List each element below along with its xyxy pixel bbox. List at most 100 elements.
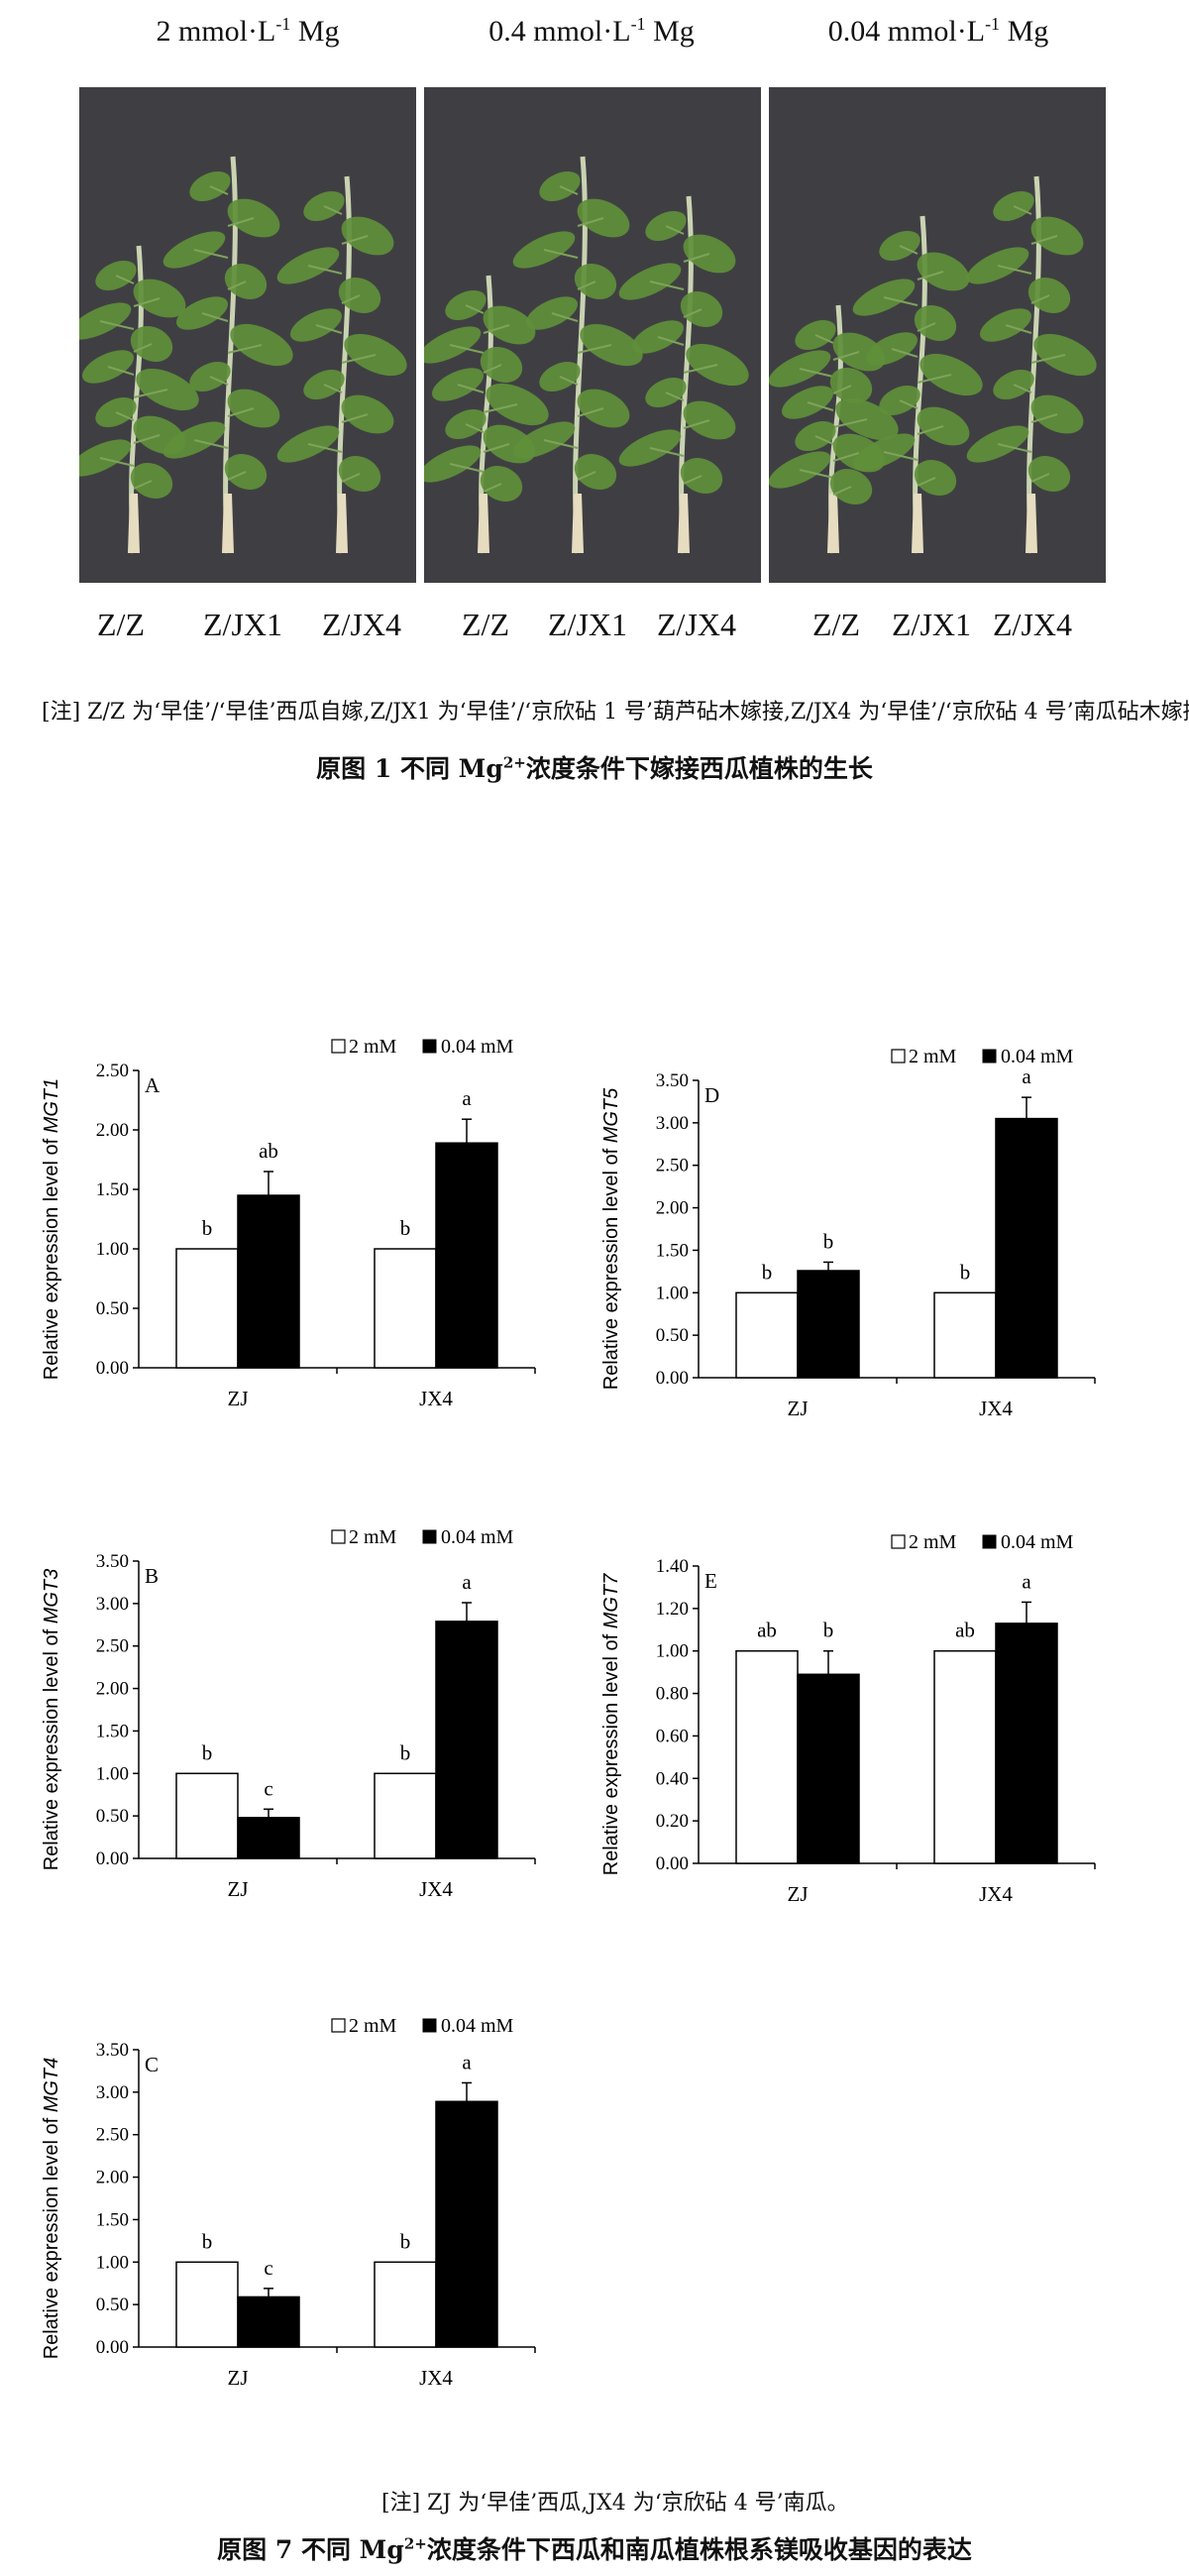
grafted-plant [966,175,1097,554]
y-tick-label: 3.00 [96,1594,129,1615]
grafted-plant [512,156,643,554]
legend-swatch [331,1039,346,1054]
y-tick-label: 0.50 [96,1806,129,1827]
panel-letter: E [704,1569,717,1593]
significance-letter: b [823,1229,834,1253]
plant-label: Z/JX1 [203,607,282,642]
bar-chart-mgt7: Relative expression level of MGT7 0.00 0.2… [599,1526,1135,1962]
bar-chart-mgt5: Relative expression level of MGT5 0.00 0.5… [599,1041,1135,1477]
panel-letter: C [145,2053,159,2076]
legend: 2 mM 0.04 mM [331,1036,514,1058]
significance-letter: b [823,1619,834,1642]
category-label: JX4 [419,2366,453,2390]
legend-swatch [422,2018,437,2033]
legend-swatch [982,1534,997,1549]
y-tick-label: 0.80 [656,1684,689,1705]
column-label-2mm: 2 mmol·L-1 Mg [156,14,340,48]
y-tick-label: 1.40 [656,1556,689,1577]
bar [995,1117,1058,1379]
significance-letter: ab [757,1619,777,1642]
y-tick-label: 1.50 [96,1179,129,1200]
legend-swatch [422,1039,437,1054]
y-tick-label: 0.00 [656,1368,689,1389]
bar [237,2296,300,2348]
bar [237,1194,300,1369]
bar [435,1142,498,1369]
significance-letter: a [462,1570,472,1594]
significance-letter: b [202,1740,213,1764]
category-label: ZJ [788,1882,809,1906]
y-tick-label: 3.50 [96,1551,129,1572]
y-tick-label: 1.00 [96,1239,129,1260]
y-tick-label: 1.00 [656,1641,689,1662]
bar [435,2100,498,2348]
bar [995,1623,1058,1864]
legend-swatch [982,1049,997,1064]
legend-label: 2 mM [349,1036,397,1058]
category-label: ZJ [228,1387,249,1410]
bar [735,1291,799,1379]
y-tick-label: 0.00 [96,1358,129,1379]
bar [933,1649,997,1864]
significance-letter: a [462,1086,472,1110]
significance-letter: b [202,1216,213,1240]
category-label: JX4 [419,1387,453,1410]
significance-letter: b [400,2229,411,2253]
y-tick-label: 0.40 [656,1768,689,1789]
bar [175,1248,239,1369]
category-label: JX4 [979,1397,1013,1420]
panel-letter: B [145,1564,159,1588]
legend-swatch [891,1049,906,1064]
legend-label: 0.04 mM [1001,1046,1074,1067]
legend-label: 2 mM [349,2015,397,2037]
category-label: ZJ [228,2366,249,2390]
legend: 2 mM 0.04 mM [891,1531,1074,1553]
bar [175,2261,239,2348]
plant-label: Z/JX4 [657,607,736,642]
legend-swatch [331,1529,346,1544]
category-label: JX4 [419,1877,453,1901]
significance-letter: b [762,1260,773,1284]
plant-label: Z/JX1 [892,607,971,642]
bar-chart-mgt3: Relative expression level of MGT3 0.00 0.5… [40,1521,575,1958]
legend: 2 mM 0.04 mM [891,1046,1074,1067]
bar-chart-mgt1: Relative expression level of MGT1 0.00 0.5… [40,1031,575,1467]
y-tick-label: 2.50 [96,2125,129,2146]
bar [374,1772,437,1859]
y-tick-label: 2.50 [96,1061,129,1081]
y-tick-label: 0.50 [96,1298,129,1319]
plant-label: Z/Z [462,607,509,642]
y-axis-label: Relative expression level of MGT3 [41,1569,62,1871]
y-tick-label: 1.00 [656,1283,689,1303]
y-tick-label: 3.50 [96,2040,129,2061]
bar [797,1270,860,1379]
significance-letter: a [1022,1064,1031,1088]
figure-1-note: [注] Z/Z 为‘早佳’/‘早佳’西瓜自嫁,Z/JX1 为‘早佳’/‘京欣砧 … [42,700,1189,725]
plant-photo-0-04mm [769,87,1106,583]
significance-letter: ab [259,1139,278,1163]
bar [175,1772,239,1859]
grafted-plant [618,195,749,554]
category-label: JX4 [979,1882,1013,1906]
y-tick-label: 2.00 [656,1198,689,1219]
bar [237,1817,300,1859]
y-tick-label: 2.00 [96,2168,129,2188]
significance-letter: c [264,2256,272,2280]
y-tick-label: 2.50 [656,1156,689,1176]
category-label: ZJ [228,1877,249,1901]
legend: 2 mM 0.04 mM [331,1526,514,1548]
y-tick-label: 1.50 [96,2209,129,2230]
significance-letter: ab [955,1619,975,1642]
plant-label: Z/JX4 [993,607,1072,642]
category-label: ZJ [788,1397,809,1420]
legend-swatch [891,1534,906,1549]
significance-letter: a [462,2050,472,2073]
panel-letter: A [145,1073,161,1097]
plant-label: Z/Z [812,607,860,642]
legend-swatch [331,2018,346,2033]
legend-swatch [422,1529,437,1544]
y-axis-label: Relative expression level of MGT4 [41,2058,62,2360]
plant-label: Z/JX1 [548,607,627,642]
figure-1-caption: 原图 1 不同 Mg2+浓度条件下嫁接西瓜植株的生长 [316,753,873,783]
significance-letter: a [1022,1569,1031,1593]
